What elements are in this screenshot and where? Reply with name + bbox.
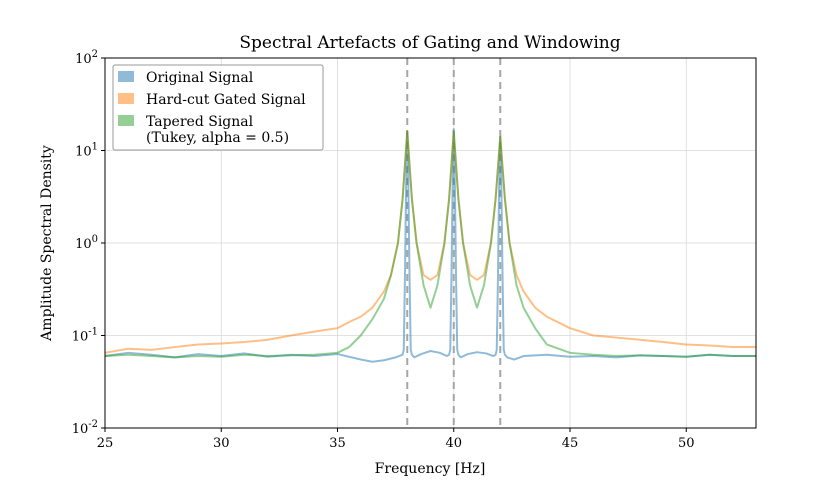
x-tick-label: 50: [678, 436, 695, 451]
y-tick-label: 100: [75, 234, 98, 252]
x-tick-label: 25: [97, 436, 114, 451]
x-tick-label: 35: [329, 436, 346, 451]
x-tick-label: 45: [562, 436, 579, 451]
series-line-1: [104, 130, 756, 354]
series-line-2: [104, 130, 756, 359]
plot-frame: [104, 57, 757, 429]
axis-ticks: 25 30 35 40 45 50 10-2 10-1 100 101 102: [72, 49, 695, 451]
legend-label: Hard-cut Gated Signal: [146, 92, 306, 108]
legend-label: Tapered Signal (Tukey, alpha = 0.5): [146, 114, 289, 146]
x-axis-label: Frequency [Hz]: [375, 461, 486, 477]
legend: Original Signal Hard-cut Gated Signal Tape…: [112, 64, 324, 151]
y-tick-label: 102: [75, 49, 98, 67]
series-lines: [104, 128, 756, 363]
chart-title: Spectral Artefacts of Gating and Windowi…: [239, 33, 620, 53]
reference-lines: [406, 58, 502, 428]
y-tick-label: 101: [75, 142, 98, 160]
y-tick-label: 10-1: [72, 327, 98, 345]
legend-box: [112, 64, 324, 151]
legend-swatch: [118, 93, 134, 104]
y-tick-label: 10-2: [72, 419, 98, 437]
x-tick-label: 40: [445, 436, 462, 451]
x-tick-label: 30: [213, 436, 230, 451]
y-axis-label: Amplitude Spectral Density: [39, 145, 55, 342]
legend-swatch: [118, 115, 134, 126]
legend-swatch: [118, 71, 134, 82]
legend-label: Original Signal: [146, 70, 254, 86]
series-line-0: [104, 128, 756, 363]
